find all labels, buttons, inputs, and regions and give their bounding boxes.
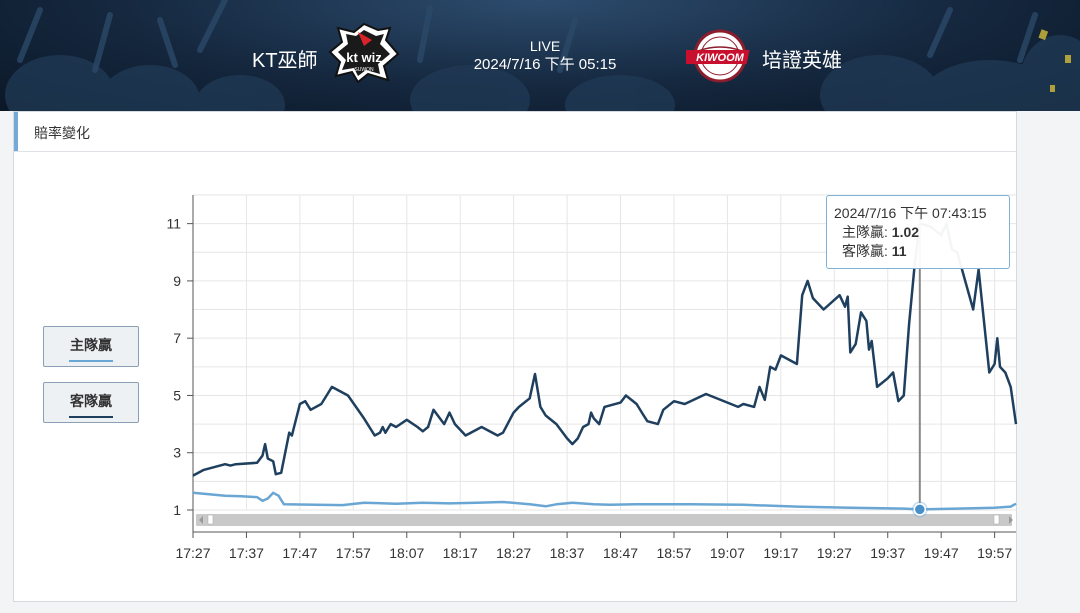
x-tick-label: 17:37 bbox=[229, 545, 264, 561]
y-tick-label: 1 bbox=[173, 502, 181, 518]
x-tick-label: 17:47 bbox=[282, 545, 317, 561]
panel-title: 賠率變化 bbox=[34, 125, 90, 141]
x-tick-label: 19:27 bbox=[817, 545, 852, 561]
match-datetime: 2024/7/16 下午 05:15 bbox=[473, 56, 617, 73]
x-tick-label: 19:07 bbox=[710, 545, 745, 561]
legend-label: 客隊贏 bbox=[70, 393, 112, 409]
kt-wiz-logo-icon: kt wiz SUWON bbox=[328, 22, 400, 84]
tooltip-away-row: 客隊贏: 11 bbox=[834, 242, 1009, 261]
tooltip-datetime: 2024/7/16 下午 07:43:15 bbox=[834, 205, 987, 221]
tooltip-away-value: 11 bbox=[891, 243, 907, 259]
legend-swatch-home bbox=[69, 360, 113, 362]
tooltip-away-label: 客隊贏: bbox=[842, 243, 892, 259]
legend-label: 主隊贏 bbox=[70, 337, 112, 353]
x-tick-label: 18:17 bbox=[443, 545, 478, 561]
x-tick-label: 19:47 bbox=[924, 545, 959, 561]
x-tick-label: 18:57 bbox=[656, 545, 691, 561]
range-slider-left-handle bbox=[207, 514, 214, 525]
kt-logo-subtext: SUWON bbox=[354, 67, 374, 73]
kt-logo-text: kt wiz bbox=[346, 50, 382, 65]
kiwoom-heroes-logo-icon: KIWOOM bbox=[686, 29, 750, 83]
panel-header: 賠率變化 bbox=[14, 112, 1016, 152]
x-tick-label: 19:57 bbox=[977, 545, 1012, 561]
kiwoom-logo-text: KIWOOM bbox=[696, 52, 744, 64]
y-tick-label: 11 bbox=[166, 216, 181, 232]
series-line bbox=[192, 491, 1017, 511]
x-tick-label: 18:07 bbox=[389, 545, 424, 561]
x-tick-label: 18:27 bbox=[496, 545, 531, 561]
y-tick-label: 3 bbox=[173, 445, 181, 461]
x-tick-label: 17:57 bbox=[336, 545, 371, 561]
chart-tooltip: 2024/7/16 下午 07:43:15 主隊贏: 1.02 客隊贏: 11 bbox=[826, 195, 1010, 269]
odds-line-chart: 17:27 17:37 17:47 17:57 18:07 18:17 18:27 18:37… bbox=[166, 194, 1018, 561]
x-tick-label: 18:47 bbox=[603, 545, 638, 561]
y-tick-label: 7 bbox=[173, 330, 181, 346]
y-tick-label: 5 bbox=[173, 387, 181, 403]
y-tick-label: 9 bbox=[173, 273, 181, 289]
crowd-background-image bbox=[5, 0, 1080, 111]
tooltip-home-label: 主隊贏: bbox=[842, 224, 892, 240]
x-tick-label: 17:27 bbox=[175, 545, 210, 561]
tooltip-home-value: 1.02 bbox=[891, 224, 920, 240]
live-status: LIVE bbox=[529, 38, 561, 54]
range-slider-right-handle bbox=[993, 514, 1000, 525]
x-tick-label: 19:37 bbox=[870, 545, 905, 561]
x-tick-label: 18:37 bbox=[550, 545, 585, 561]
legend-swatch-away bbox=[69, 416, 113, 418]
home-team-name: KT巫師 bbox=[252, 50, 318, 72]
range-slider-right-arrow-icon bbox=[1009, 516, 1013, 524]
away-team-name: 培證英雄 bbox=[762, 50, 842, 72]
range-slider-left-arrow-icon bbox=[199, 516, 203, 524]
x-tick-label: 19:17 bbox=[763, 545, 798, 561]
match-status-box: LIVE 2024/7/16 下午 05:15 bbox=[440, 38, 650, 76]
series-line bbox=[192, 222, 1018, 477]
legend-away-win-button[interactable]: 客隊贏 bbox=[43, 382, 139, 423]
panel-accent-bar bbox=[14, 112, 18, 151]
highlight-point bbox=[913, 503, 927, 516]
match-banner: KT巫師 kt wiz SUWON LIVE 2024/7/16 下午 05:1… bbox=[0, 0, 1080, 111]
legend-home-win-button[interactable]: 主隊贏 bbox=[43, 326, 139, 367]
range-slider-track bbox=[196, 514, 1012, 526]
tooltip-home-row: 主隊贏: 1.02 bbox=[834, 223, 1009, 242]
